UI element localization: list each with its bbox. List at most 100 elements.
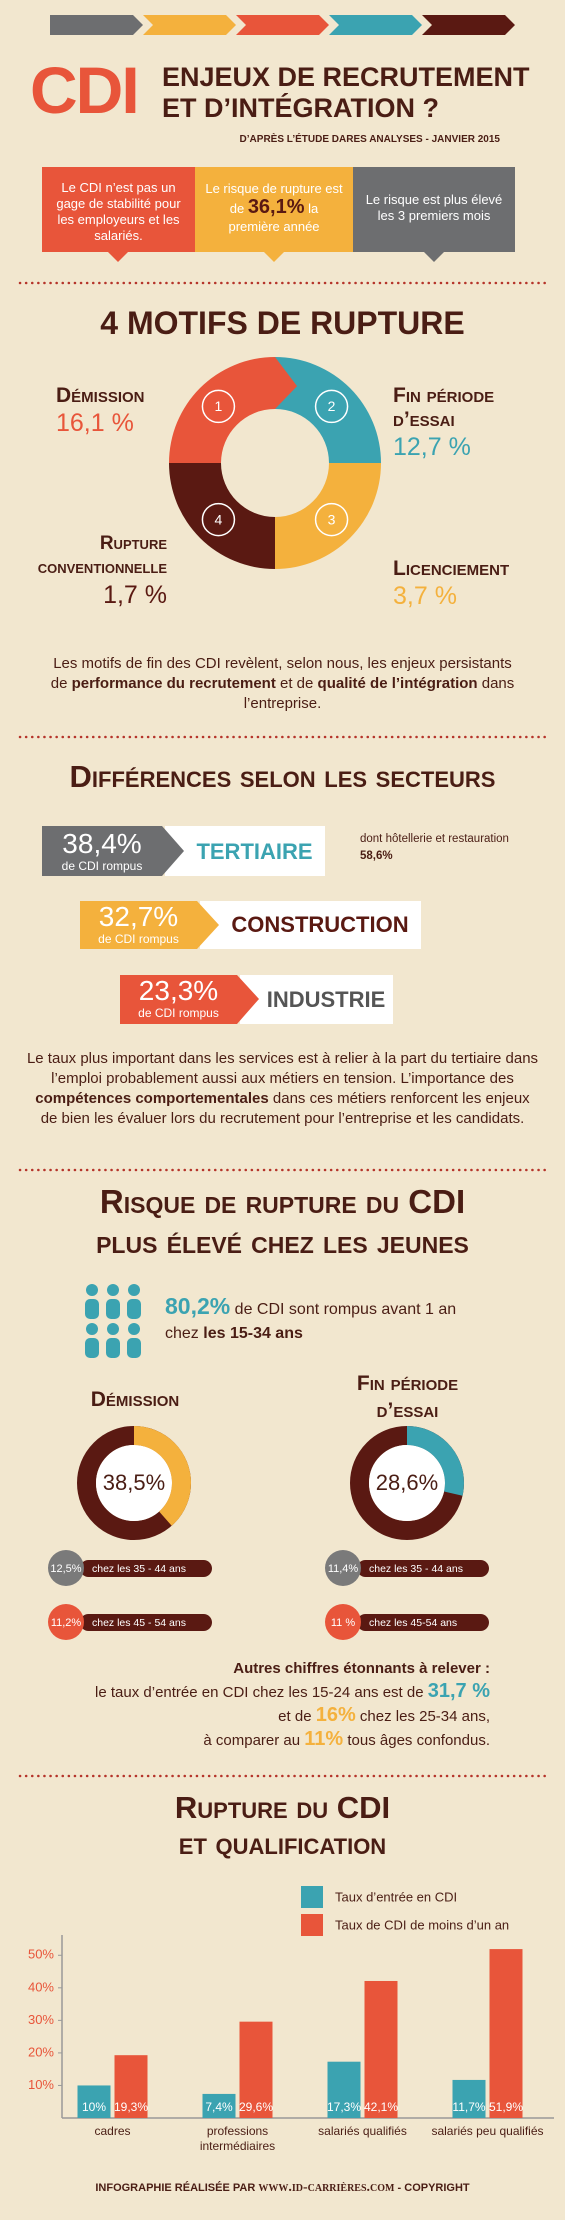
- donut-hole: [96, 1445, 172, 1521]
- icon-body: [127, 1338, 141, 1358]
- footer-link: www.id-carrières.com: [258, 2180, 395, 2195]
- donut-segment: [275, 357, 381, 463]
- summary-text: Le CDI n’est pas un gage de stabilité po…: [56, 180, 181, 243]
- highlight-value: 80,2%: [165, 1293, 231, 1319]
- share-value: 38,4%: [62, 828, 142, 859]
- donut-segment: [169, 357, 275, 463]
- bar: [77, 2085, 111, 2118]
- extra-text: le taux d’entrée en CDI chez les 15-24 a…: [95, 1684, 424, 1701]
- age-pill: [357, 1614, 489, 1631]
- section-title: 4 MOTIFS DE RUPTURE: [100, 305, 465, 341]
- motif-item: Démission 16,1 %: [56, 384, 226, 438]
- motif-note: Les motifs de fin des CDI revèlent, selo…: [45, 654, 520, 714]
- extra-text: tous âges confondus.: [347, 1732, 490, 1749]
- age-value: 11,4%: [328, 1563, 359, 1575]
- chart-title: Rupture du CDI et qualification: [0, 1790, 565, 1862]
- note-part: dans l’entreprise.: [243, 675, 515, 712]
- sector-share: 23,3% de CDI rompus: [120, 976, 237, 1021]
- sector-arrow: [120, 975, 259, 1024]
- bar: [364, 1980, 398, 2118]
- legend-label: Taux de CDI de moins d’un an: [335, 1917, 509, 1932]
- sector-box: [240, 975, 393, 1024]
- age-bubble: [48, 1550, 84, 1586]
- motif-label: Licenciement: [393, 557, 510, 580]
- number-label: 2: [328, 398, 336, 414]
- summary-text: Le risque de rupture est de 36,1% la pre…: [203, 180, 345, 236]
- extra-text: chez les 25-34 ans,: [359, 1708, 490, 1725]
- motif-value: 12,7 %: [393, 433, 471, 461]
- sector-note-text: dont hôtellerie et restauration: [360, 833, 509, 845]
- chevron: [50, 15, 143, 35]
- donut-label: 38,5%: [103, 1470, 165, 1495]
- share-caption: de CDI rompus: [138, 1006, 219, 1020]
- section-title-line: plus élevé chez les jeunes: [96, 1223, 469, 1260]
- summary-text: Le risque est plus élevé les 3 premiers …: [365, 192, 503, 223]
- note-emphasis: qualité de l’intégration: [317, 675, 478, 692]
- extra-value: 11%: [304, 1728, 344, 1750]
- highlight-text: de CDI sont rompus avant 1 an chez: [165, 1301, 457, 1342]
- motif-item: Fin période d’essai 12,7 %: [393, 384, 553, 462]
- age-label: chez les 45-54 ans: [369, 1617, 457, 1629]
- x-tick-label: salariés qualifiés: [318, 2124, 407, 2138]
- number-ring: [201, 389, 236, 424]
- footer-text: - COPYRIGHT: [397, 2182, 470, 2194]
- icon-head: [128, 1284, 140, 1296]
- chevron-banner: [50, 15, 515, 35]
- bar: [202, 2093, 236, 2118]
- sector-box: [165, 826, 325, 876]
- chevron: [236, 15, 329, 35]
- note-emphasis: performance du recrutement: [71, 675, 276, 692]
- extra-figures: Autres chiffres étonnants à relever : le…: [20, 1658, 490, 1752]
- summary-highlight: 36,1%: [247, 196, 305, 218]
- sector-box: [200, 901, 421, 949]
- motif-label: Rupture conventionnelle: [37, 533, 167, 578]
- donut-label: 28,6%: [376, 1470, 438, 1495]
- sector-arrow: [42, 826, 184, 876]
- motif-label: Fin période d’essai: [393, 384, 495, 431]
- motif-label: Démission: [56, 384, 145, 407]
- icon-body: [106, 1299, 120, 1319]
- x-tick-label: professions intermédiaires: [199, 2124, 276, 2153]
- donut-segment: [169, 463, 275, 569]
- y-tick-label: 30%: [28, 2012, 54, 2027]
- bar: [452, 2079, 486, 2118]
- y-tick-label: 20%: [28, 2044, 54, 2059]
- age-bubble: [48, 1604, 84, 1640]
- x-tick-label: cadres: [94, 2124, 131, 2138]
- sector-note-value: 58,6%: [360, 850, 393, 862]
- age-bubble: [325, 1604, 361, 1640]
- summary-box: [353, 167, 515, 262]
- age-value: 11 %: [331, 1617, 355, 1629]
- chart-title: Fin période d’essai: [356, 1372, 459, 1422]
- number-ring: [314, 502, 349, 537]
- note-part: Le taux plus important dans les services…: [26, 1050, 539, 1087]
- age-value: 12,5%: [50, 1563, 81, 1575]
- icon-head: [86, 1323, 98, 1335]
- sector-share: 38,4% de CDI rompus: [42, 828, 162, 874]
- share-caption: de CDI rompus: [61, 859, 143, 873]
- summary-text-part: la première année: [228, 201, 320, 234]
- number-ring: [201, 502, 236, 537]
- bar-value-label: 17,3%: [327, 2100, 361, 2114]
- legend-swatch: [301, 1914, 323, 1936]
- bar: [489, 1949, 523, 2118]
- chevron: [143, 15, 236, 35]
- sector-name: INDUSTRIE: [266, 987, 386, 1012]
- note-part: dans ces métiers renforcent les enjeux d…: [40, 1090, 530, 1127]
- motif-value: 3,7 %: [393, 582, 457, 610]
- note-emphasis: compétences comportementales: [35, 1090, 269, 1107]
- extra-value: 31,7 %: [427, 1680, 490, 1702]
- header-title-line: ET D’INTÉGRATION ?: [162, 93, 439, 123]
- bar: [327, 2061, 361, 2118]
- donut-arc: [134, 1426, 192, 1526]
- bar-value-label: 42,1%: [364, 2100, 398, 2114]
- chart-title-line: et qualification: [178, 1826, 387, 1861]
- highlight-emphasis: les 15-34 ans: [203, 1325, 303, 1342]
- age-label: chez les 35 - 44 ans: [92, 1563, 186, 1575]
- icon-head: [107, 1284, 119, 1296]
- donut-arrow: [275, 357, 298, 409]
- donut-segment: [275, 463, 381, 569]
- y-tick-label: 50%: [28, 1947, 54, 1962]
- number-label: 1: [215, 398, 223, 414]
- bar-value-label: 51,9%: [489, 2100, 523, 2114]
